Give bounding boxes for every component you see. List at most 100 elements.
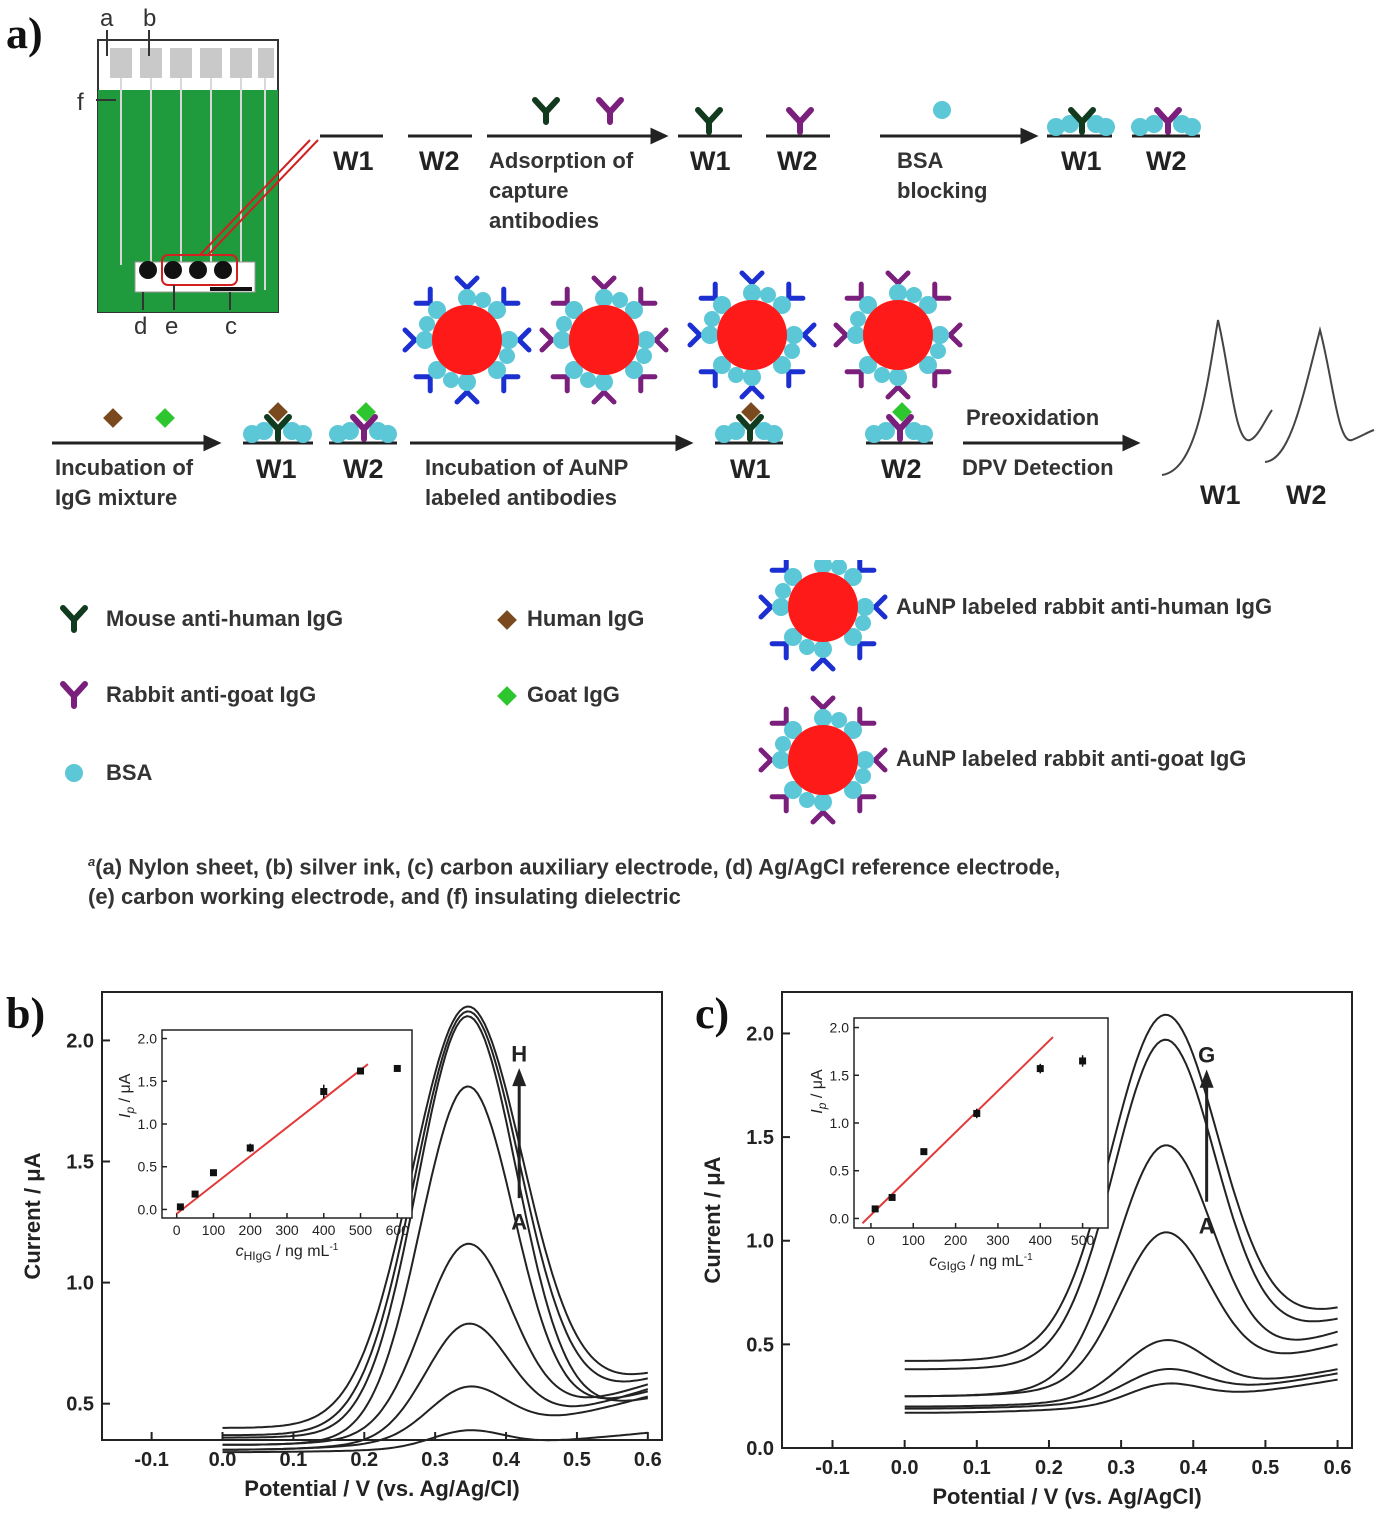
inset-y-tick-label: 1.0 [138, 1116, 158, 1132]
dpv-curve-C [904, 1338, 1338, 1408]
dpv-peak-w2 [1264, 326, 1375, 463]
inset-x-tick-label: 100 [902, 1232, 926, 1248]
x-tick-label: 0.6 [634, 1449, 662, 1471]
dpv-curve-A [222, 1429, 648, 1454]
sensor-chip [96, 30, 319, 313]
silver-traces [120, 78, 266, 290]
legend-goat-igg: Goat IgG [527, 682, 620, 707]
legend-mouse-ab: Mouse anti-human IgG [106, 606, 344, 631]
panel-c-label: c) [695, 989, 730, 1038]
electrode-lines [243, 134, 1200, 445]
inset-x-tick-label: 300 [275, 1222, 299, 1238]
chip-label-a: a [100, 5, 114, 32]
process-arrows [52, 127, 1141, 452]
inset-y-tick-label: 2.0 [830, 1020, 850, 1036]
captured-w2 [329, 402, 397, 443]
dpv-curve-E [904, 1144, 1338, 1398]
inset-data-point [320, 1088, 328, 1096]
mouse-antibody-icon [63, 608, 85, 630]
inset-data-point [920, 1148, 928, 1156]
rabbit-antibody-icon [63, 684, 85, 706]
inset-data-point [191, 1190, 199, 1198]
y-tick-label: 1.5 [66, 1152, 94, 1174]
inset-fit-line [861, 1036, 1054, 1224]
dpv-curve-C [222, 1322, 649, 1451]
mouse-antibody [698, 110, 720, 132]
x-axis-label: Potential / V (vs. Ag/Ag/Cl) [244, 1476, 519, 1501]
x-tick-label: 0.6 [1324, 1457, 1352, 1479]
inset-x-tick-label: 200 [944, 1232, 968, 1248]
dpv-peak-w1 [1161, 319, 1273, 476]
inset-data-point [871, 1205, 879, 1213]
arrow-end-label: G [1198, 1043, 1215, 1068]
w1-label: W1 [690, 146, 731, 176]
panel-a-label: a) [6, 9, 43, 58]
x-tick-label: 0.5 [1252, 1457, 1280, 1479]
chart-panel-c: -0.1 0.0 0.1 0.2 0.3 0.4 0.5 0.6 0.0 0.5 1.0 1.5 2.0… [700, 991, 1353, 1509]
inset-data-point [393, 1064, 401, 1072]
x-tick-label: 0.5 [563, 1449, 591, 1471]
human-igg-icon [497, 610, 517, 630]
dpv-curve-H [222, 1005, 648, 1429]
legend-rabbit-ab: Rabbit anti-goat IgG [106, 682, 317, 707]
dpv-curve-B [904, 1368, 1338, 1410]
inset-y-tick-label: 0.5 [138, 1159, 158, 1175]
x-tick-label: 0.3 [421, 1449, 449, 1471]
inset-data-point [176, 1203, 184, 1211]
chip-label-e: e [165, 313, 179, 340]
inset-data-point [357, 1067, 365, 1075]
inset-y-tick-label: 0.0 [138, 1201, 158, 1217]
human-igg-diamond [103, 408, 123, 428]
working-electrodes [139, 261, 232, 279]
y-tick-label: 1.0 [746, 1231, 774, 1253]
x-tick-label: 0.3 [1107, 1457, 1135, 1479]
inset-y-tick-label: 1.5 [138, 1073, 158, 1089]
inset-x-tick-label: 300 [986, 1232, 1010, 1248]
x-tick-label: -0.1 [815, 1457, 849, 1479]
arrow-head [1199, 1069, 1214, 1088]
inset-x-tick-label: 500 [349, 1222, 373, 1238]
w1-label: W1 [333, 146, 374, 176]
dpv-curve-A [904, 1378, 1338, 1414]
dpv-curve-F [222, 1015, 648, 1439]
y-tick-label: 1.5 [746, 1127, 774, 1149]
y-tick-label: 2.0 [66, 1030, 94, 1052]
arrow-start-label: A [1199, 1214, 1215, 1239]
aunp-blue-particle [405, 278, 529, 402]
y-tick-label: 2.0 [746, 1023, 774, 1045]
inset-y-tick-label: 0.5 [830, 1163, 850, 1179]
dpv-curve-G [904, 1013, 1338, 1362]
arrow-end-label: H [511, 1041, 527, 1066]
w1-label: W1 [1200, 480, 1241, 510]
aunp-purple-icon [761, 698, 885, 822]
footnote: a(a) Nylon sheet, (b) silver ink, (c) ca… [88, 854, 1061, 910]
inset-y-tick-label: 2.0 [138, 1031, 158, 1047]
inset-y-tick-label: 1.0 [830, 1115, 850, 1131]
chip-label-d: d [134, 313, 148, 340]
y-axis-label: Current / μA [700, 1156, 725, 1283]
step-incubation-aunp: Incubation of AuNP labeled antibodies [425, 455, 629, 510]
inset-x-tick-label: 500 [1071, 1232, 1095, 1248]
step-adsorption: Adsorption of capture antibodies [489, 148, 634, 233]
x-tick-label: 0.4 [1179, 1457, 1208, 1479]
mouse-antibody [535, 100, 557, 122]
step-preoxidation: Preoxidation [966, 405, 1100, 430]
step-incubation-igg: Incubation of IgG mixture [55, 455, 194, 510]
inset-fit-line [176, 1063, 369, 1215]
step-dpv: DPV Detection [962, 455, 1114, 480]
rabbit-antibody [789, 110, 811, 132]
inset-x-label: cHIgG / ng mL-1 [236, 1242, 339, 1263]
rabbit-antibody [599, 100, 621, 122]
dpv-curve-F [904, 1038, 1338, 1371]
bsa-dot [933, 101, 951, 119]
inset-data-point [1036, 1065, 1044, 1073]
y-tick-label: 1.0 [66, 1273, 94, 1295]
w2-label: W2 [881, 454, 922, 484]
silver-pads [110, 48, 274, 78]
aunp-purple-particle [542, 278, 666, 402]
auxiliary-electrode [210, 287, 252, 291]
chip-label-f: f [77, 89, 84, 116]
legend-bsa: BSA [106, 760, 153, 785]
assay-scheme [52, 0, 1375, 476]
inset-data-point [246, 1144, 254, 1152]
